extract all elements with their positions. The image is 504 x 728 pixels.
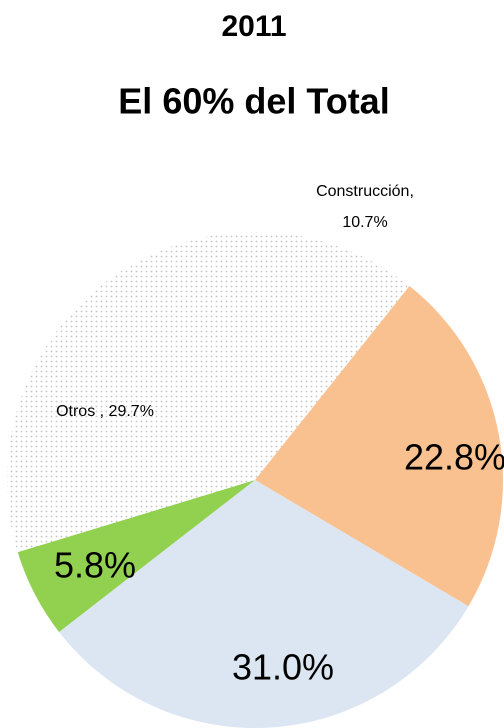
- slice-label: 22.8%: [404, 437, 504, 478]
- slice-label: 5.8%: [54, 545, 136, 586]
- chart-title: 2011: [221, 10, 286, 43]
- slice-label: 10.7%: [342, 214, 387, 231]
- pie-slice: [255, 285, 504, 607]
- pie-slice: [7, 232, 256, 553]
- chart-subtitle: El 60% del Total: [118, 81, 389, 122]
- slice-label: 31.0%: [232, 647, 334, 688]
- slice-category: Construcción,: [316, 183, 414, 200]
- slice-label-group: Otros , 29.7%: [56, 403, 154, 420]
- slice-label: 29.7%: [109, 403, 154, 420]
- slice-category: Otros ,: [56, 403, 104, 420]
- pie-slice: [17, 480, 255, 633]
- pie-slice: [255, 232, 410, 480]
- pie-slice: [59, 480, 469, 728]
